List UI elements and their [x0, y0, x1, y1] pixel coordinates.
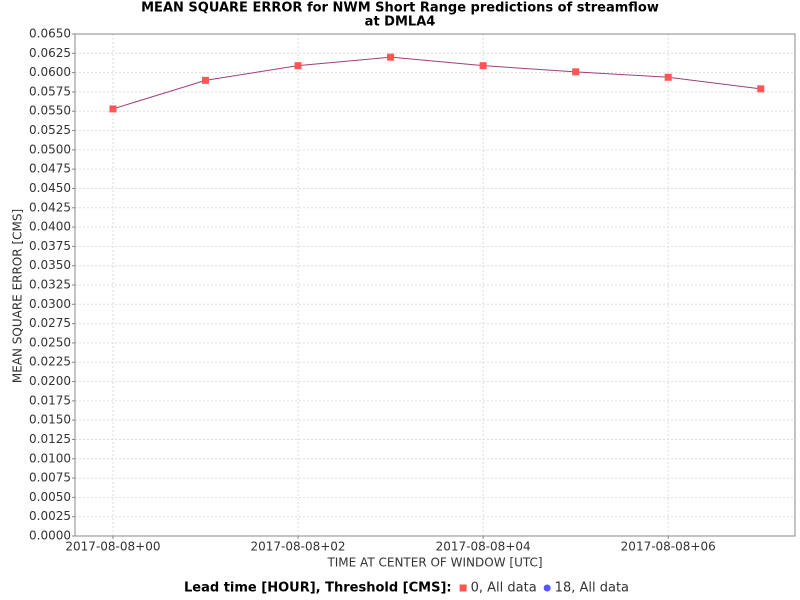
legend-title: Lead time [HOUR], Threshold [CMS]: — [184, 581, 452, 596]
x-axis-label: TIME AT CENTER OF WINDOW [UTC] — [326, 556, 542, 570]
y-tick-label: 0.0425 — [29, 200, 71, 214]
y-tick-label: 0.0275 — [29, 316, 71, 330]
point — [201, 76, 209, 84]
x-tick-label: 2017-08-08+06 — [621, 540, 716, 554]
point — [757, 85, 765, 93]
series-line — [112, 56, 761, 110]
y-tick-label: 0.0100 — [29, 451, 71, 465]
y-tick-label: 0.0450 — [29, 181, 71, 195]
point — [294, 62, 302, 70]
y-tick-label: 0.0575 — [29, 84, 71, 98]
y-tick-label: 0.0525 — [29, 123, 71, 137]
y-tick-label: 0.0050 — [29, 490, 71, 504]
point — [387, 53, 395, 61]
y-tick-label: 0.0125 — [29, 432, 71, 446]
y-tick-label: 0.0025 — [29, 509, 71, 523]
y-tick-label: 0.0200 — [29, 374, 71, 388]
y-tick-label: 0.0150 — [29, 413, 71, 427]
legend-label: 18, All data — [555, 581, 629, 596]
y-tick-label: 0.0175 — [29, 393, 71, 407]
y-tick-label: 0.0250 — [29, 335, 71, 349]
y-tick-label: 0.0375 — [29, 239, 71, 253]
point — [664, 73, 672, 81]
x-tick-label: 2017-08-08+00 — [65, 540, 160, 554]
point — [109, 105, 117, 113]
point — [572, 68, 580, 76]
y-tick-label: 0.0500 — [29, 142, 71, 156]
y-axis-label: MEAN SQUARE ERROR [CMS] — [11, 209, 25, 383]
y-tick-label: 0.0625 — [29, 46, 71, 60]
legend-swatch — [459, 584, 467, 592]
point — [479, 62, 487, 70]
chart-title: MEAN SQUARE ERROR for NWM Short Range pr… — [141, 1, 659, 16]
x-tick-label: 2017-08-08+04 — [436, 540, 531, 554]
y-tick-label: 0.0400 — [29, 220, 71, 234]
legend-label: 0, All data — [471, 581, 537, 596]
y-tick-label: 0.0325 — [29, 278, 71, 292]
y-tick-label: 0.0075 — [29, 471, 71, 485]
x-tick-label: 2017-08-08+02 — [251, 540, 346, 554]
plot-frame — [74, 33, 796, 537]
y-tick-label: 0.0350 — [29, 258, 71, 272]
y-tick-label: 0.0000 — [29, 529, 71, 543]
y-tick-label: 0.0475 — [29, 162, 71, 176]
chart-title: at DMLA4 — [365, 15, 436, 30]
y-tick-label: 0.0300 — [29, 297, 71, 311]
legend-swatch — [543, 584, 551, 592]
y-tick-label: 0.0225 — [29, 355, 71, 369]
y-tick-label: 0.0550 — [29, 104, 71, 118]
y-tick-label: 0.0600 — [29, 65, 71, 79]
y-tick-label: 0.0650 — [29, 27, 71, 41]
